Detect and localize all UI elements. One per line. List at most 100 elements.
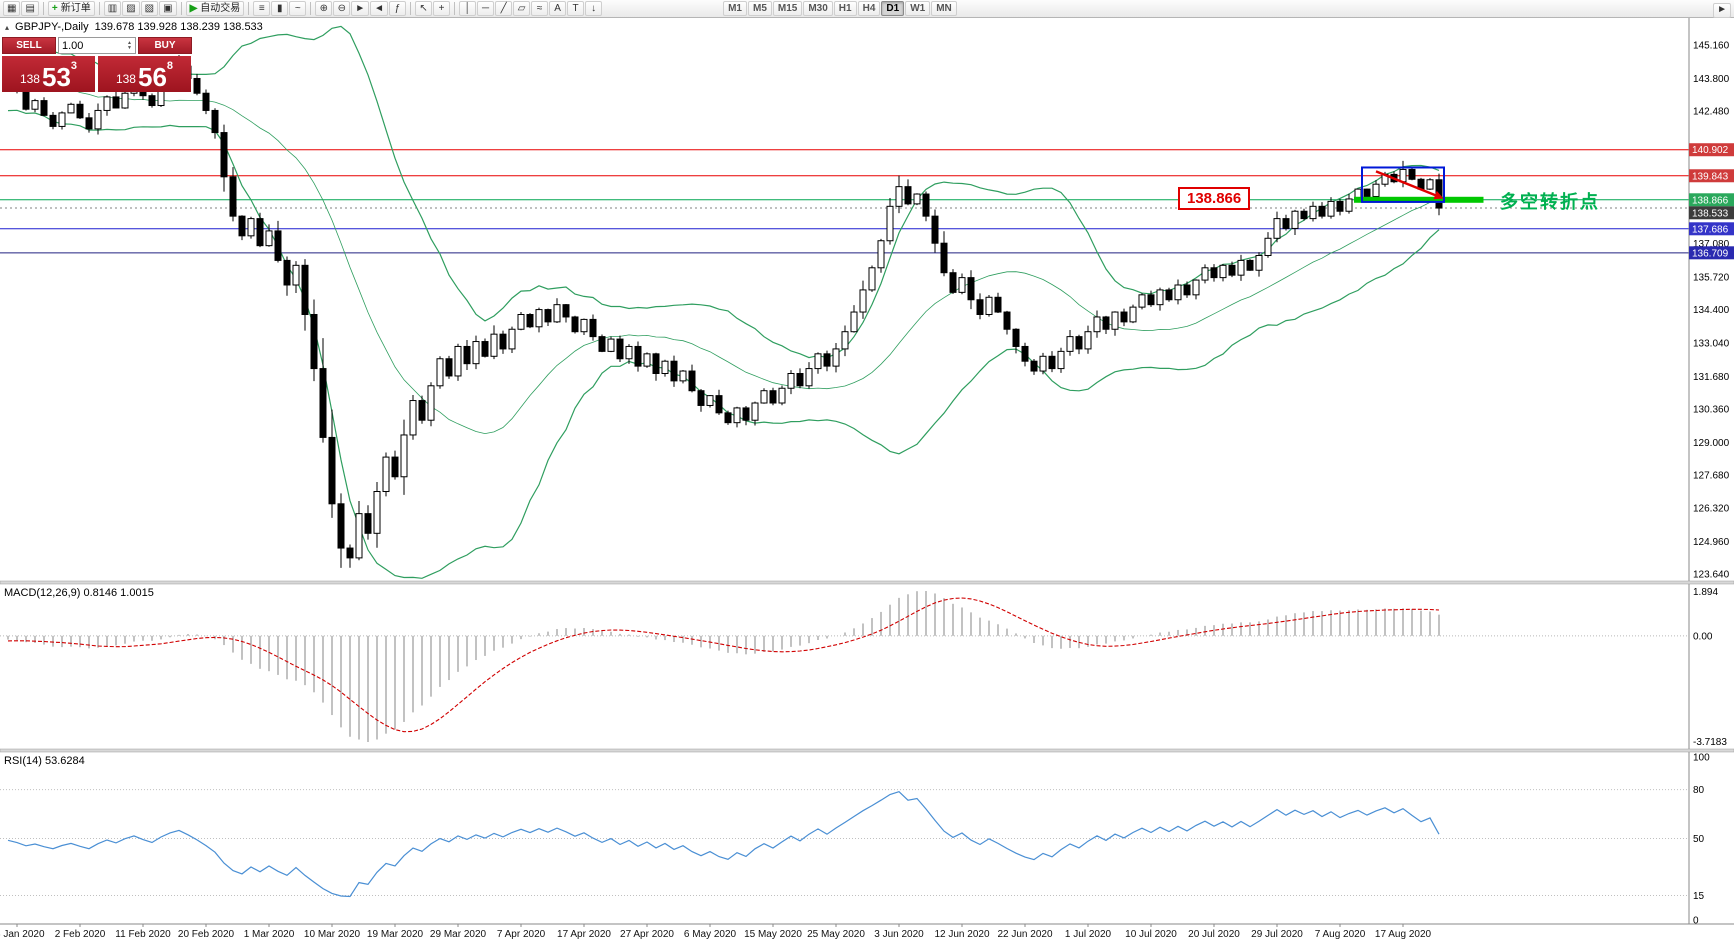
svg-text:80: 80 — [1693, 785, 1705, 796]
bollinger-bands — [7, 25, 1440, 579]
svg-text:17 Apr 2020: 17 Apr 2020 — [557, 929, 611, 940]
svg-text:20 Jul 2020: 20 Jul 2020 — [1188, 929, 1240, 940]
arrows-tool-icon: ↓ — [591, 2, 597, 14]
toolbar-data-window-icon[interactable]: ▨ — [122, 1, 140, 16]
svg-text:145.160: 145.160 — [1693, 41, 1730, 52]
toolbar-zoom-in-icon[interactable]: ⊕ — [315, 1, 333, 16]
buy-price-prefix: 138 — [115, 72, 136, 86]
candlestick-series — [4, 55, 1443, 568]
svg-text:15: 15 — [1693, 891, 1705, 902]
toolbar-zoom-out-icon[interactable]: ⊖ — [333, 1, 351, 16]
toolbar-crosshair-tool-icon[interactable]: + — [433, 1, 451, 16]
buy-price-button[interactable]: 138 56 8 — [98, 56, 191, 92]
toolbar-vertical-line-tool-icon[interactable]: │ — [459, 1, 477, 16]
toolbar-cursor-tool-icon[interactable]: ↖ — [415, 1, 433, 16]
toolbar-right-items: ► — [1713, 0, 1731, 18]
indicators-list-icon: ƒ — [394, 2, 401, 14]
toolbar-arrows-tool-icon[interactable]: ↓ — [585, 1, 603, 16]
toolbar-separator — [410, 2, 412, 15]
toolbar-text-tool-icon[interactable]: A — [549, 1, 567, 16]
toolbar-separator — [310, 2, 312, 15]
toolbar-auto-scroll-icon[interactable]: ► — [351, 1, 370, 16]
candlestick-mode-icon: ▮ — [277, 2, 283, 14]
chart-area[interactable]: 145.160 143.800 142.480 137.080 135.720 134.4… — [0, 18, 1734, 943]
svg-text:29 Mar 2020: 29 Mar 2020 — [430, 929, 487, 940]
volume-down-icon[interactable]: ▼ — [127, 44, 132, 51]
line-chart-mode-icon: ~ — [294, 2, 301, 14]
svg-text:17 Aug 2020: 17 Aug 2020 — [1375, 929, 1432, 940]
autotrading-icon: ▶ — [189, 2, 198, 14]
rsi-indicator-label: RSI(14) 53.6284 — [4, 755, 85, 767]
svg-text:15 May 2020: 15 May 2020 — [744, 929, 802, 940]
svg-text:1 Mar 2020: 1 Mar 2020 — [244, 929, 295, 940]
channel-tool-icon: ▱ — [517, 2, 526, 14]
svg-text:10 Mar 2020: 10 Mar 2020 — [304, 929, 361, 940]
new-order-label: 新订单 — [60, 2, 91, 14]
toolbar-separator — [42, 2, 44, 15]
toolbar-items: ▦ ▤ + 新订单 ▥ ▨ ▧ ▣ ▶ 自动交易 ≡ ▮ ~ ⊕ ⊖ ► ◄ ƒ ↖ + │ ─ ╱ ▱ ≈ A T ↓ — [3, 1, 603, 16]
toolbar-autotrading-button[interactable]: ▶ 自动交易 — [185, 1, 245, 16]
buy-button[interactable]: BUY — [138, 37, 192, 54]
zoom-out-icon: ⊖ — [337, 2, 346, 14]
symbol-period-label: GBPJPY-,Daily — [15, 21, 89, 33]
sell-button[interactable]: SELL — [2, 37, 56, 54]
svg-text:143.800: 143.800 — [1693, 74, 1730, 85]
volume-up-icon[interactable]: ▲ — [127, 39, 132, 46]
svg-text:136.709: 136.709 — [1692, 248, 1729, 259]
buy-price-sup: 8 — [166, 60, 174, 72]
timeframe-toolbar: M1 M5 M15 M30 H1 H4 D1 W1 MN — [723, 1, 957, 16]
toolbar-horizontal-line-tool-icon[interactable]: ─ — [477, 1, 495, 16]
toolbar-terminal-panel-icon[interactable]: ▣ — [159, 1, 177, 16]
timeframe-m5-button[interactable]: M5 — [747, 1, 772, 16]
sell-price-button[interactable]: 138 53 3 — [2, 56, 95, 92]
timeframe-h1-button[interactable]: H1 — [833, 1, 857, 16]
toolbar-bar-chart-mode-icon[interactable]: ≡ — [253, 1, 271, 16]
svg-text:140.902: 140.902 — [1692, 145, 1729, 156]
toolbar-chart-shift-icon[interactable]: ◄ — [370, 1, 389, 16]
toolbar-chart-profiles-icon[interactable]: ▤ — [21, 1, 39, 16]
toolbar-trendline-tool-icon[interactable]: ╱ — [495, 1, 513, 16]
toolbar-candlestick-mode-icon[interactable]: ▮ — [271, 1, 289, 16]
toolbar-new-chart-icon[interactable]: ▦ — [3, 1, 21, 16]
svg-text:10 Jul 2020: 10 Jul 2020 — [1125, 929, 1177, 940]
svg-text:20 Feb 2020: 20 Feb 2020 — [178, 929, 235, 940]
timeframe-m30-button[interactable]: M30 — [803, 1, 833, 16]
svg-text:27 Apr 2020: 27 Apr 2020 — [620, 929, 674, 940]
svg-text:0: 0 — [1693, 916, 1699, 927]
toolbar-indicators-list-icon[interactable]: ƒ — [389, 1, 407, 16]
svg-text:137.080: 137.080 — [1693, 239, 1730, 250]
toolbar-fibonacci-tool-icon[interactable]: ≈ — [531, 1, 549, 16]
new-chart-icon: ▦ — [7, 2, 17, 14]
one-click-toggle-icon[interactable]: ▴ — [5, 22, 10, 32]
svg-text:6 May 2020: 6 May 2020 — [684, 929, 737, 940]
toolbar-channel-tool-icon[interactable]: ▱ — [513, 1, 531, 16]
timeframe-m1-button[interactable]: M1 — [723, 1, 747, 16]
svg-text:124.960: 124.960 — [1693, 537, 1730, 548]
toolbar-market-watch-icon[interactable]: ▥ — [103, 1, 122, 16]
volume-stepper[interactable]: ▲ ▼ — [127, 39, 132, 51]
timeframe-d1-button[interactable]: D1 — [881, 1, 905, 16]
svg-text:123.640: 123.640 — [1693, 570, 1730, 581]
buy-price-big: 56 — [137, 61, 167, 92]
toolbar-new-order-button[interactable]: + 新订单 — [47, 1, 95, 16]
toolbar-separator — [454, 2, 456, 15]
timeframe-mn-button[interactable]: MN — [931, 1, 957, 16]
price-chart-canvas[interactable]: 145.160 143.800 142.480 137.080 135.720 134.4… — [0, 18, 1734, 943]
toolbar-line-chart-mode-icon[interactable]: ~ — [289, 1, 307, 16]
toolbar-text-label-tool-icon[interactable]: T — [567, 1, 585, 16]
volume-input[interactable]: 1.00 ▲ ▼ — [58, 37, 136, 54]
timeframe-w1-button[interactable]: W1 — [905, 1, 931, 16]
auto-scroll-icon: ► — [355, 2, 366, 14]
down-arrow — [1375, 170, 1439, 198]
zoom-in-icon: ⊕ — [319, 2, 328, 14]
chart-shift-icon: ◄ — [374, 2, 385, 14]
time-axis: 23 Jan 2020 2 Feb 2020 11 Feb 2020 20 Feb 2… — [0, 923, 1734, 940]
macd-signal-line — [7, 597, 1440, 733]
toolbar-navigator-icon[interactable]: ▧ — [140, 1, 159, 16]
svg-text:134.400: 134.400 — [1693, 305, 1730, 316]
timeframe-m15-button[interactable]: M15 — [772, 1, 803, 16]
trendline-tool-icon: ╱ — [500, 2, 507, 14]
timeframe-h4-button[interactable]: H4 — [857, 1, 881, 16]
toolbar-pointer-tool-icon[interactable]: ► — [1713, 2, 1731, 18]
pointer-tool-icon: ► — [1717, 4, 1727, 16]
